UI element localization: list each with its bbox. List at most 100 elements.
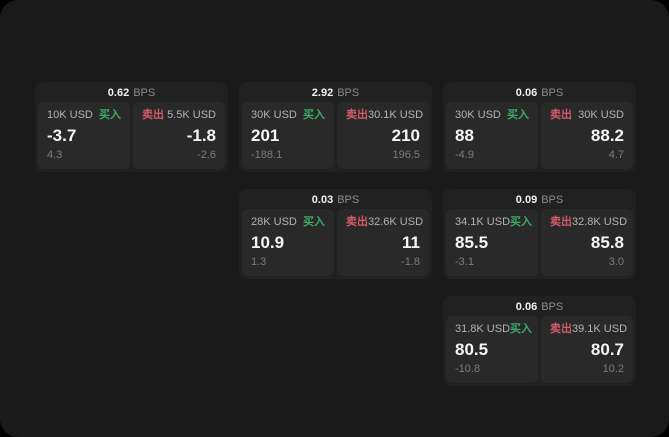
- card-header: 0.06 BPS: [446, 299, 633, 316]
- card-body: 10K USD 买入 -3.7 4.3 卖出 5.5K USD -1.8 -2.…: [38, 102, 225, 169]
- buy-panel-top: 34.1K USD 买入: [455, 216, 533, 229]
- buy-delta: -3.1: [455, 256, 474, 268]
- sell-side-label: 卖出: [346, 109, 368, 121]
- quote-card: 0.09 BPS 34.1K USD 买入 85.5 -3.1 卖出 32.8K…: [443, 189, 636, 279]
- bps-spread-value: 0.06: [515, 301, 538, 313]
- buy-panel-top: 30K USD 买入: [251, 109, 325, 122]
- bps-spread-value: 0.09: [515, 194, 538, 206]
- quote-card: 0.06 BPS 30K USD 买入 88 -4.9 卖出 30K USD 8…: [443, 82, 636, 172]
- sell-price: 85.8: [590, 233, 624, 252]
- quote-card: 0.06 BPS 31.8K USD 买入 80.5 -10.8 卖出 39.1…: [443, 296, 636, 386]
- card-header: 2.92 BPS: [242, 85, 429, 102]
- card-body: 30K USD 买入 88 -4.9 卖出 30K USD 88.2 4.7: [446, 102, 633, 169]
- sell-side-label: 卖出: [550, 216, 572, 228]
- buy-price: 201: [251, 126, 280, 145]
- quote-card: 0.62 BPS 10K USD 买入 -3.7 4.3 卖出 5.5K USD…: [35, 82, 228, 172]
- card-header: 0.06 BPS: [446, 85, 633, 102]
- card-header: 0.62 BPS: [38, 85, 225, 102]
- buy-side-label: 买入: [510, 216, 533, 228]
- buy-panel-top: 31.8K USD 买入: [455, 323, 533, 336]
- buy-delta: 4.3: [47, 149, 63, 161]
- sell-panel[interactable]: 卖出 30K USD 88.2 4.7: [541, 102, 633, 169]
- sell-side-label: 卖出: [550, 323, 572, 335]
- sell-amount: 39.1K USD: [572, 323, 628, 335]
- sell-delta: 196.5: [392, 149, 420, 161]
- buy-amount: 30K USD: [455, 109, 501, 121]
- quote-card: 0.03 BPS 28K USD 买入 10.9 1.3 卖出 32.6K US…: [239, 189, 432, 279]
- buy-price: 80.5: [455, 340, 489, 359]
- buy-side-label: 买入: [303, 216, 325, 228]
- card-body: 31.8K USD 买入 80.5 -10.8 卖出 39.1K USD 80.…: [446, 316, 633, 383]
- sell-side-label: 卖出: [142, 109, 164, 121]
- sell-panel-top: 卖出 30.1K USD: [346, 109, 424, 122]
- card-body: 30K USD 买入 201 -188.1 卖出 30.1K USD 210 1…: [242, 102, 429, 169]
- buy-panel[interactable]: 31.8K USD 买入 80.5 -10.8: [446, 316, 538, 383]
- bps-spread-value: 0.06: [515, 87, 538, 99]
- sell-side-label: 卖出: [346, 216, 368, 228]
- buy-amount: 30K USD: [251, 109, 297, 121]
- sell-amount: 5.5K USD: [167, 109, 216, 121]
- sell-side-label: 卖出: [550, 109, 572, 121]
- buy-panel[interactable]: 30K USD 买入 88 -4.9: [446, 102, 538, 169]
- sell-delta: 3.0: [608, 256, 624, 268]
- bps-unit-label: BPS: [337, 87, 360, 99]
- bps-unit-label: BPS: [133, 87, 156, 99]
- sell-amount: 30.1K USD: [368, 109, 424, 121]
- sell-panel[interactable]: 卖出 32.8K USD 85.8 3.0: [541, 209, 633, 276]
- sell-amount: 30K USD: [578, 109, 624, 121]
- sell-panel-top: 卖出 30K USD: [550, 109, 624, 122]
- sell-price: 80.7: [590, 340, 624, 359]
- buy-price: 85.5: [455, 233, 489, 252]
- sell-delta: -2.6: [197, 149, 216, 161]
- bps-unit-label: BPS: [337, 194, 360, 206]
- sell-price: -1.8: [186, 126, 216, 145]
- card-body: 28K USD 买入 10.9 1.3 卖出 32.6K USD 11 -1.8: [242, 209, 429, 276]
- buy-panel[interactable]: 34.1K USD 买入 85.5 -3.1: [446, 209, 538, 276]
- buy-side-label: 买入: [99, 109, 121, 121]
- sell-panel-top: 卖出 32.8K USD: [550, 216, 628, 229]
- bps-spread-value: 2.92: [311, 87, 334, 99]
- sell-price: 11: [402, 233, 420, 252]
- sell-panel-top: 卖出 32.6K USD: [346, 216, 424, 229]
- sell-panel-top: 卖出 39.1K USD: [550, 323, 628, 336]
- buy-price: 88: [455, 126, 474, 145]
- buy-side-label: 买入: [303, 109, 325, 121]
- sell-price: 88.2: [590, 126, 624, 145]
- bps-spread-value: 0.62: [107, 87, 130, 99]
- buy-panel[interactable]: 28K USD 买入 10.9 1.3: [242, 209, 334, 276]
- cards-grid: 0.62 BPS 10K USD 买入 -3.7 4.3 卖出 5.5K USD…: [35, 82, 636, 386]
- sell-amount: 32.8K USD: [572, 216, 628, 228]
- buy-panel-top: 10K USD 买入: [47, 109, 121, 122]
- sell-amount: 32.6K USD: [368, 216, 424, 228]
- quote-card: 2.92 BPS 30K USD 买入 201 -188.1 卖出 30.1K …: [239, 82, 432, 172]
- buy-price: -3.7: [47, 126, 77, 145]
- buy-panel[interactable]: 30K USD 买入 201 -188.1: [242, 102, 334, 169]
- sell-delta: -1.8: [401, 256, 420, 268]
- buy-side-label: 买入: [507, 109, 529, 121]
- buy-amount: 10K USD: [47, 109, 93, 121]
- sell-delta: 10.2: [602, 363, 624, 375]
- buy-panel[interactable]: 10K USD 买入 -3.7 4.3: [38, 102, 130, 169]
- sell-delta: 4.7: [608, 149, 624, 161]
- buy-delta: -188.1: [251, 149, 283, 161]
- buy-side-label: 买入: [510, 323, 533, 335]
- buy-price: 10.9: [251, 233, 285, 252]
- sell-panel-top: 卖出 5.5K USD: [142, 109, 216, 122]
- bps-unit-label: BPS: [541, 194, 564, 206]
- sell-panel[interactable]: 卖出 5.5K USD -1.8 -2.6: [133, 102, 225, 169]
- sell-panel[interactable]: 卖出 30.1K USD 210 196.5: [337, 102, 429, 169]
- sell-price: 210: [391, 126, 420, 145]
- buy-amount: 31.8K USD: [455, 323, 511, 335]
- buy-delta: 1.3: [251, 256, 267, 268]
- buy-amount: 28K USD: [251, 216, 297, 228]
- bps-spread-value: 0.03: [311, 194, 334, 206]
- buy-panel-top: 30K USD 买入: [455, 109, 529, 122]
- sell-panel[interactable]: 卖出 39.1K USD 80.7 10.2: [541, 316, 633, 383]
- sell-panel[interactable]: 卖出 32.6K USD 11 -1.8: [337, 209, 429, 276]
- bps-unit-label: BPS: [541, 87, 564, 99]
- card-header: 0.03 BPS: [242, 192, 429, 209]
- buy-delta: -10.8: [455, 363, 481, 375]
- card-header: 0.09 BPS: [446, 192, 633, 209]
